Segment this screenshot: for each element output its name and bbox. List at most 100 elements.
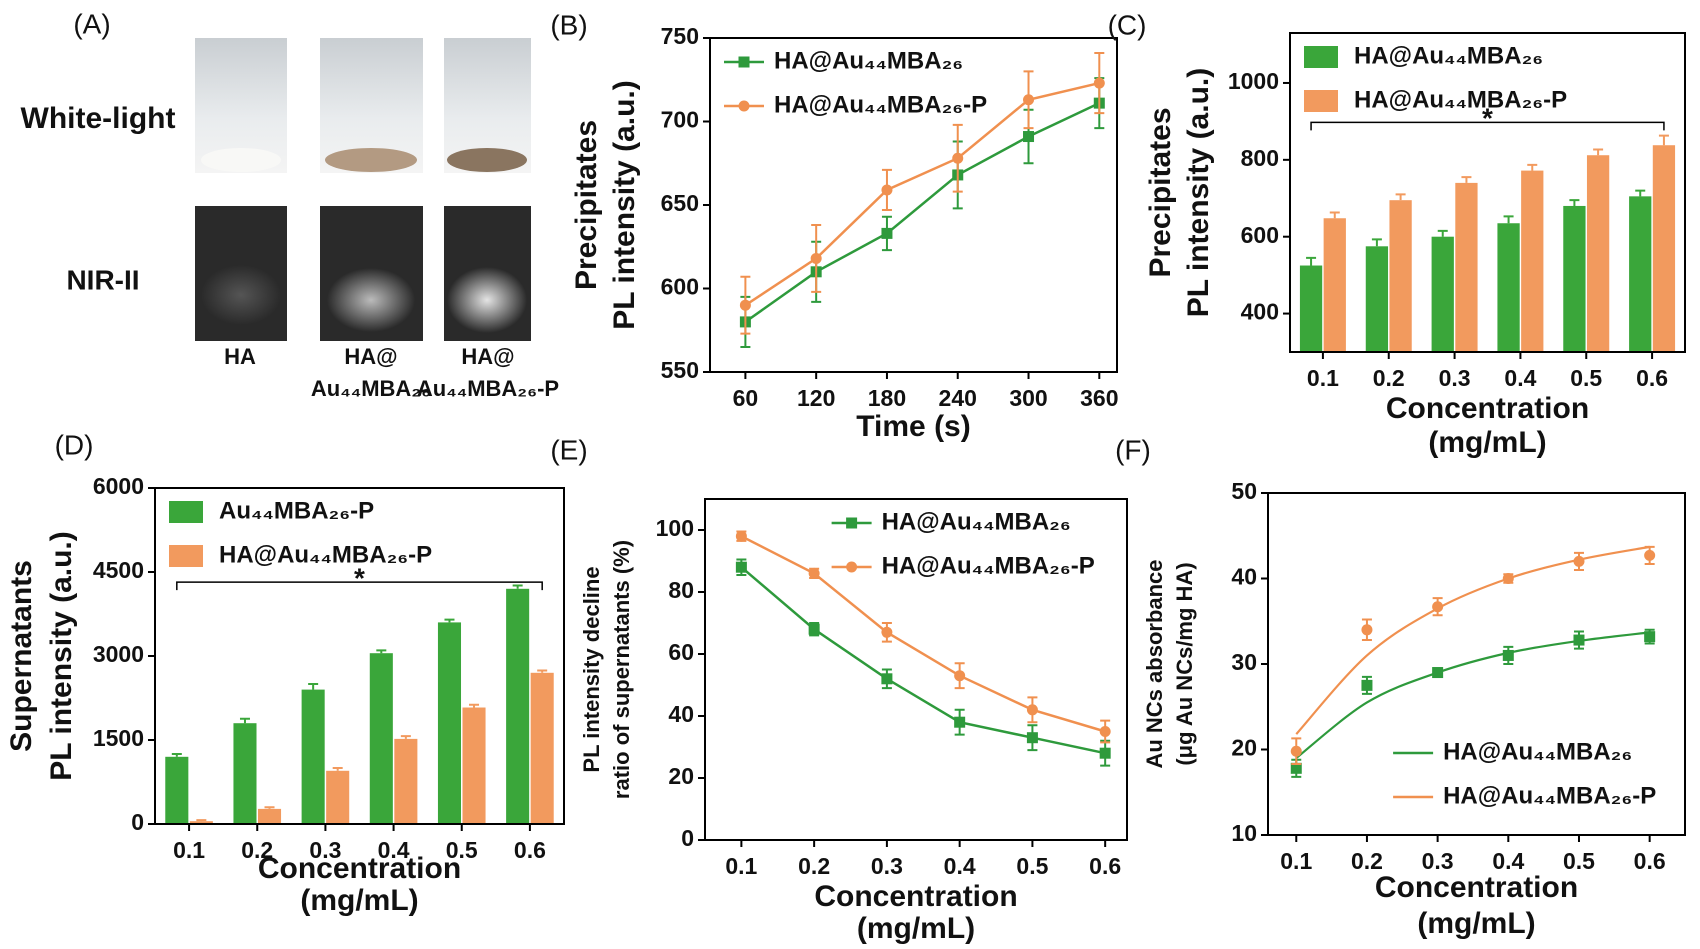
legend-swatch: [169, 545, 203, 567]
x-axis-label: (mg/mL): [1428, 426, 1546, 459]
bar: [437, 622, 462, 824]
y-tick-label: 1000: [1228, 68, 1279, 94]
y-tick-label: 100: [656, 515, 694, 541]
bar: [1497, 223, 1520, 352]
point: [1644, 631, 1656, 643]
sample-label: HA: [224, 344, 256, 369]
sample-label: HA@: [461, 344, 514, 369]
error-bar: [239, 717, 250, 724]
point: [1502, 573, 1514, 584]
x-tick-label: 0.1: [725, 853, 757, 879]
x-tick-label: 0.4: [1492, 848, 1524, 874]
point: [1023, 94, 1035, 106]
y-axis-label: (μg Au NCs/mg HA): [1172, 562, 1197, 765]
x-tick-label: 0.5: [1570, 365, 1602, 391]
error-bar: [1593, 148, 1604, 156]
annotation: *: [354, 562, 365, 593]
x-tick-label: 0.3: [1422, 848, 1454, 874]
y-tick-label: 80: [668, 577, 694, 603]
error-bar: [512, 584, 523, 589]
bar: [1521, 170, 1544, 352]
error-bar: [1437, 229, 1448, 237]
y-tick-label: 30: [1231, 649, 1257, 675]
x-tick-label: 0.3: [309, 837, 341, 863]
legend-label: HA@Au₄₄MBA₂₆: [1443, 738, 1632, 765]
y-axis-label: PL intensity (a.u.): [45, 531, 78, 780]
x-tick-label: 0.6: [514, 837, 546, 863]
fit-line: [1295, 631, 1650, 759]
y-tick-label: 60: [668, 639, 694, 665]
y-axis-label: Au NCs absorbance: [1142, 559, 1167, 768]
x-axis-label: Time (s): [856, 410, 970, 443]
bar: [1652, 145, 1676, 352]
x-axis-label: (mg/mL): [857, 912, 975, 945]
legend-label: HA@Au₄₄MBA₂₆-P: [774, 91, 987, 118]
error-bar: [1503, 215, 1514, 224]
glow: [327, 268, 415, 332]
y-tick-label: 10: [1231, 820, 1257, 846]
precipitate: [447, 148, 527, 172]
point: [1644, 549, 1656, 561]
x-axis-label: Concentration: [1375, 871, 1578, 904]
legend-marker: [738, 100, 750, 112]
point: [1290, 762, 1302, 774]
legend-label: HA@Au₄₄MBA₂₆-P: [1354, 86, 1567, 113]
x-axis-label: (mg/mL): [1417, 907, 1535, 940]
x-tick-label: 300: [1009, 385, 1047, 411]
line: [744, 101, 1100, 323]
point: [1290, 745, 1302, 757]
bar: [1563, 205, 1586, 352]
sample-label: Au₄₄MBA₂₆-P: [417, 376, 559, 401]
annotation: *: [1482, 103, 1493, 134]
y-axis-label: PL intensity (a.u.): [608, 80, 641, 329]
legend-label: HA@Au₄₄MBA₂₆: [774, 47, 963, 74]
y-tick-label: 550: [661, 357, 699, 383]
point: [1361, 624, 1373, 636]
sample-label: Au₄₄MBA₂₆: [311, 376, 431, 401]
legend-label: HA@Au₄₄MBA₂₆-P: [882, 552, 1095, 579]
plot-frame: [704, 498, 1128, 841]
point: [808, 623, 820, 635]
legend-label: HA@Au₄₄MBA₂₆-P: [1443, 782, 1656, 809]
bar: [1389, 200, 1412, 352]
bar: [462, 707, 486, 824]
bar: [1586, 155, 1610, 352]
x-axis-label: Concentration: [814, 880, 1017, 913]
bar: [326, 770, 350, 824]
x-tick-label: 0.5: [446, 837, 478, 863]
x-tick-label: 0.4: [378, 837, 410, 863]
point: [739, 299, 751, 311]
x-tick-label: 0.2: [798, 853, 830, 879]
x-tick-label: 60: [733, 385, 759, 411]
plot-frame: [1267, 492, 1686, 836]
error-bar: [1329, 211, 1340, 219]
error-bar: [537, 669, 548, 673]
x-tick-label: 120: [797, 385, 835, 411]
panel-label: (D): [55, 429, 94, 460]
error-bar: [1395, 193, 1406, 201]
y-tick-label: 1500: [93, 725, 144, 751]
x-tick-label: 0.1: [1307, 365, 1339, 391]
x-tick-label: 0.4: [1504, 365, 1536, 391]
y-axis-label: Precipitates: [570, 120, 603, 290]
legend-swatch: [1304, 90, 1338, 112]
glow: [201, 265, 281, 325]
point: [952, 152, 964, 164]
point: [1502, 649, 1514, 661]
glow: [447, 267, 527, 333]
error-bar: [1569, 199, 1580, 206]
sample-label: HA@: [344, 344, 397, 369]
y-tick-label: 0: [681, 825, 694, 851]
x-tick-label: 0.5: [1016, 853, 1048, 879]
legend-label: HA@Au₄₄MBA₂₆: [882, 508, 1071, 535]
line: [740, 535, 1106, 733]
y-tick-label: 50: [1231, 478, 1257, 504]
x-axis-label: Concentration: [258, 852, 461, 885]
point: [1432, 667, 1444, 679]
y-tick-label: 600: [1241, 222, 1279, 248]
point: [735, 530, 747, 542]
y-tick-label: 0: [131, 809, 144, 835]
y-axis-label: ratio of supernatants (%): [609, 540, 634, 799]
error-bar: [1306, 256, 1317, 266]
